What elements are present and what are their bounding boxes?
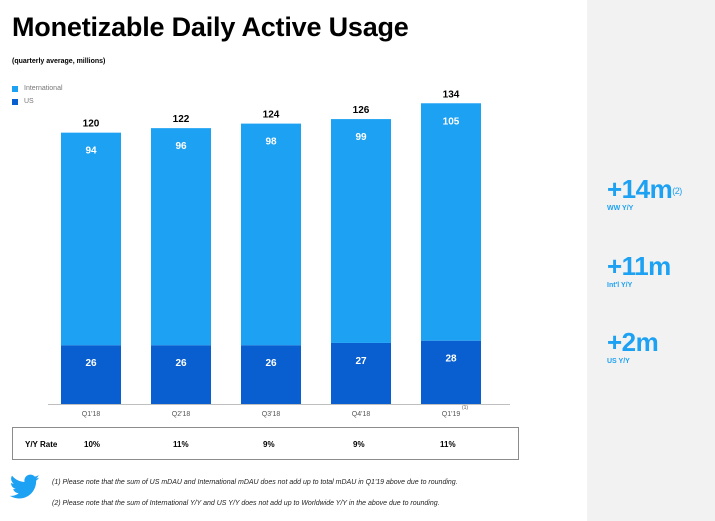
legend-item-us: US — [12, 95, 63, 108]
stats-sidebar: +14m(2) WW Y/Y +11m Int'l Y/Y +2m US Y/Y — [587, 0, 715, 521]
x-tick-label-0: Q1'18 — [82, 411, 101, 418]
x-tick-label-3: Q4'18 — [352, 411, 371, 418]
yoy-rate-q3-18: 9% — [263, 440, 275, 449]
data-label-international-3: 99 — [355, 132, 367, 143]
bar-international-4 — [421, 103, 481, 341]
stat-us-value: +2m — [607, 327, 659, 357]
stat-ww-footnote: (2) — [672, 186, 682, 196]
data-label-total-4: 134 — [443, 89, 460, 100]
yoy-rate-q4-18: 9% — [353, 440, 365, 449]
data-label-international-0: 94 — [85, 146, 97, 157]
bar-international-2 — [241, 123, 301, 346]
legend-label-us: US — [24, 98, 34, 105]
data-label-international-2: 98 — [265, 137, 277, 148]
data-label-us-1: 26 — [175, 358, 187, 369]
legend-swatch-us — [12, 98, 18, 105]
bar-us-2 — [241, 345, 301, 404]
bar-us-0 — [61, 345, 121, 404]
stat-ww-value: +14m — [607, 174, 673, 204]
legend-swatch-international — [12, 85, 18, 92]
stat-ww-label: WW Y/Y — [607, 205, 634, 212]
stat-us-label: US Y/Y — [607, 358, 630, 365]
chart-legend: International US — [12, 82, 63, 108]
yoy-rate-label: Y/Y Rate — [25, 440, 58, 449]
yoy-rate-q1-19: 11% — [440, 440, 456, 449]
yoy-rate-row: Y/Y Rate 10% 11% 9% 9% 11% — [12, 427, 519, 460]
data-label-us-2: 26 — [265, 358, 277, 369]
footnote-1: (1) Please note that the sum of US mDAU … — [52, 479, 458, 486]
data-label-us-0: 26 — [85, 358, 97, 369]
page-title: Monetizable Daily Active Usage — [12, 12, 409, 42]
legend-item-international: International — [12, 82, 63, 95]
x-tick-footnote-4: (1) — [462, 405, 468, 411]
data-label-total-1: 122 — [173, 114, 190, 125]
chart-subtitle: (quarterly average, millions) — [12, 58, 106, 65]
stat-intl-value: +11m — [607, 251, 671, 281]
x-tick-label-4: Q1'19 — [442, 411, 461, 418]
data-label-international-1: 96 — [175, 141, 187, 152]
data-label-total-3: 126 — [353, 105, 370, 116]
data-label-total-0: 120 — [83, 119, 100, 130]
footnote-2: (2) Please note that the sum of Internat… — [52, 500, 440, 507]
stat-intl-yoy: +11m Int'l Y/Y — [607, 252, 671, 289]
stat-ww-value-wrap: +14m(2) — [607, 175, 682, 203]
stat-ww-yoy: +14m(2) WW Y/Y — [607, 175, 682, 212]
data-label-total-2: 124 — [263, 110, 280, 121]
bar-international-1 — [151, 128, 211, 346]
x-tick-label-2: Q3'18 — [262, 411, 281, 418]
x-tick-label-1: Q2'18 — [172, 411, 191, 418]
bar-international-0 — [61, 132, 121, 346]
yoy-rate-q2-18: 11% — [173, 440, 189, 449]
yoy-rate-q1-18: 10% — [84, 440, 101, 449]
bar-us-1 — [151, 345, 211, 404]
bar-us-3 — [331, 342, 391, 404]
stat-intl-label: Int'l Y/Y — [607, 282, 633, 289]
bar-us-4 — [421, 340, 481, 404]
data-label-international-4: 105 — [443, 116, 460, 127]
data-label-us-3: 27 — [355, 356, 367, 367]
bar-international-3 — [331, 119, 391, 343]
stat-us-yoy: +2m US Y/Y — [607, 327, 659, 365]
data-label-us-4: 28 — [445, 354, 457, 365]
twitter-bird-icon — [10, 474, 40, 499]
legend-label-international: International — [24, 85, 63, 92]
